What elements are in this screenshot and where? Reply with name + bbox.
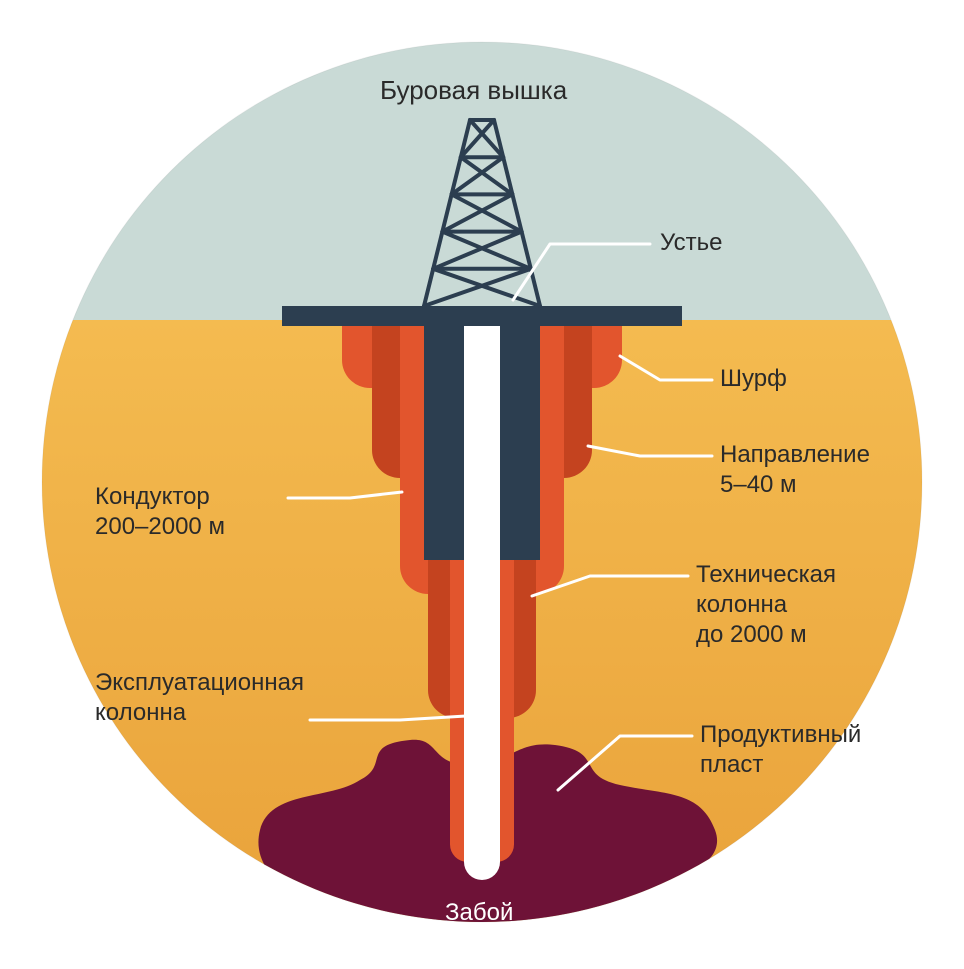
napravlenie-label-line2: 5–40 м	[720, 470, 797, 500]
techcol-label-line1: Техническая	[696, 560, 836, 590]
techcol-label-line3: до 2000 м	[696, 620, 807, 650]
reservoir-label-line2: пласт	[700, 750, 763, 780]
ekspl-label-line2: колонна	[95, 698, 186, 728]
konduktor-label-line2: 200–2000 м	[95, 512, 225, 542]
ekspl-label-line1: Эксплуатационная	[95, 668, 304, 698]
shurf-label: Шурф	[720, 364, 787, 394]
konduktor-label-line1: Кондуктор	[95, 482, 210, 512]
napravlenie-label-line1: Направление	[720, 440, 870, 470]
wellhead-label: Устье	[660, 228, 722, 258]
bottom-label: Забой	[445, 898, 513, 928]
title-label: Буровая вышка	[380, 74, 567, 107]
techcol-label-line2: колонна	[696, 590, 787, 620]
reservoir-label-line1: Продуктивный	[700, 720, 861, 750]
